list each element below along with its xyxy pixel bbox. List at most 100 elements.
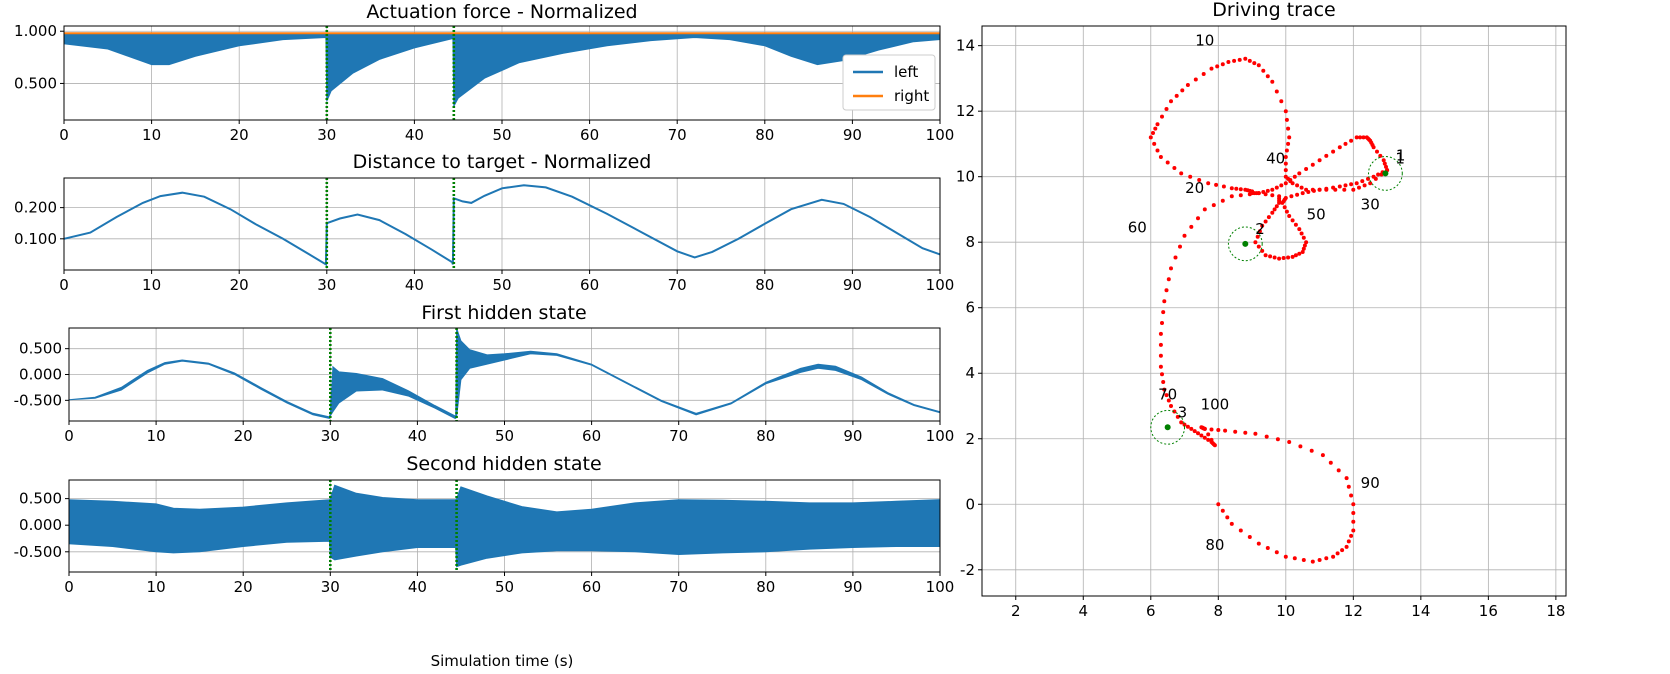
trace-point <box>1346 484 1351 489</box>
time-annotation: 70 <box>1158 385 1177 403</box>
trace-point <box>1311 188 1316 193</box>
trace-point <box>1252 61 1257 66</box>
x-tick-label: 60 <box>580 126 599 144</box>
legend-label-right: right <box>894 87 929 105</box>
trace-point <box>1343 183 1348 188</box>
trace-point <box>1286 255 1291 260</box>
trace-point <box>1158 342 1163 347</box>
trace-point <box>1283 181 1288 186</box>
y-tick-label: 0.500 <box>14 74 57 92</box>
trace-point <box>1158 364 1163 369</box>
trace-point <box>1164 107 1169 111</box>
x-tick-label: 60 <box>580 276 599 294</box>
trace-point <box>1189 426 1194 431</box>
trace-point <box>1270 193 1275 198</box>
series-left-line <box>63 184 941 267</box>
trace-point <box>1346 539 1351 544</box>
trace-point <box>1299 231 1304 236</box>
trace-point <box>1354 135 1359 140</box>
trace-point <box>1283 168 1288 173</box>
trace-point <box>1169 99 1173 104</box>
trace-point <box>1214 182 1219 187</box>
trace-point <box>1182 233 1187 238</box>
trace-point <box>1317 187 1322 192</box>
trace-point <box>1220 508 1225 513</box>
trace-point <box>1221 184 1226 189</box>
trace-point <box>1301 558 1306 562</box>
x-tick-label: 80 <box>756 427 775 445</box>
trace-point <box>1272 255 1277 260</box>
trace-point <box>1185 83 1190 87</box>
trace-point <box>1226 60 1231 64</box>
trace-point <box>1357 185 1361 190</box>
trace-point <box>1344 476 1349 481</box>
x-tick-label: 80 <box>755 126 774 144</box>
trace-point <box>1232 58 1237 63</box>
trace-point <box>1182 422 1187 427</box>
trace-point <box>1202 435 1207 440</box>
time-annotation: 20 <box>1185 179 1204 197</box>
trace-point <box>1264 434 1269 439</box>
y-tick-label: 6 <box>965 299 975 317</box>
trace-point <box>1301 235 1306 240</box>
panel-actuation-force: Actuation force - Normalized 0 10 20 30 40 50… <box>14 1 954 144</box>
trace-point <box>1284 117 1289 122</box>
trace-point <box>1189 224 1194 229</box>
panel-title: First hidden state <box>421 302 586 324</box>
y-tick-label: 0.200 <box>14 199 57 217</box>
trace-point <box>1292 174 1297 179</box>
trace-point <box>1351 519 1356 524</box>
trace-point <box>1381 158 1386 163</box>
trace-point <box>1265 188 1270 193</box>
trace-point <box>1263 219 1268 224</box>
time-annotation: 100 <box>1201 395 1230 413</box>
trace-point <box>1192 429 1197 434</box>
trace-point <box>1175 414 1180 419</box>
trace-point <box>1310 559 1315 564</box>
target-point <box>1242 240 1249 247</box>
trace-point <box>1173 255 1178 260</box>
x-tick-label: 20 <box>234 578 253 596</box>
x-tick-label: 60 <box>582 578 601 596</box>
trace-point <box>1283 554 1288 559</box>
x-tick-label: 0 <box>59 126 69 144</box>
trace-point <box>1153 126 1158 131</box>
time-annotation: 80 <box>1205 536 1224 554</box>
x-tick-label: 40 <box>408 427 427 445</box>
x-tick-label: 10 <box>147 427 166 445</box>
trace-point <box>1216 502 1221 507</box>
time-annotation: 40 <box>1266 150 1285 168</box>
x-tick-label: 8 <box>1214 602 1224 620</box>
x-tick-label: 70 <box>669 427 688 445</box>
x-tick-label: 50 <box>495 578 514 596</box>
trace-point <box>1351 528 1356 533</box>
trace-point <box>1279 183 1284 188</box>
trace-point <box>1179 420 1184 425</box>
x-tick-label: 18 <box>1546 602 1565 620</box>
legend-label-left: left <box>894 63 918 81</box>
trace-point <box>1286 141 1291 146</box>
trace-point <box>1284 148 1289 153</box>
trace-point <box>1268 254 1273 259</box>
trace-point <box>1166 277 1171 282</box>
x-tick-label: 100 <box>926 578 955 596</box>
panel-title: Actuation force - Normalized <box>366 1 637 23</box>
trace-point <box>1265 546 1270 550</box>
trace-point <box>1279 99 1284 104</box>
trace-point <box>1158 155 1163 159</box>
trace-point <box>1185 424 1190 429</box>
trace-point <box>1336 468 1341 473</box>
y-tick-label: 12 <box>956 102 975 120</box>
trace-point <box>1237 57 1242 62</box>
panel-distance-to-target: Distance to target - Normalized 0 10 20 30 4… <box>14 151 954 294</box>
trace-point <box>1299 185 1304 190</box>
y-tick-label: 0.100 <box>14 230 57 248</box>
trace-point <box>1360 179 1365 184</box>
trace-point <box>1263 192 1268 197</box>
trace-point <box>1277 256 1282 261</box>
trace-point <box>1290 254 1295 259</box>
trace-point <box>1297 251 1302 256</box>
trace-point <box>1256 191 1261 196</box>
trace-point <box>1164 288 1169 293</box>
